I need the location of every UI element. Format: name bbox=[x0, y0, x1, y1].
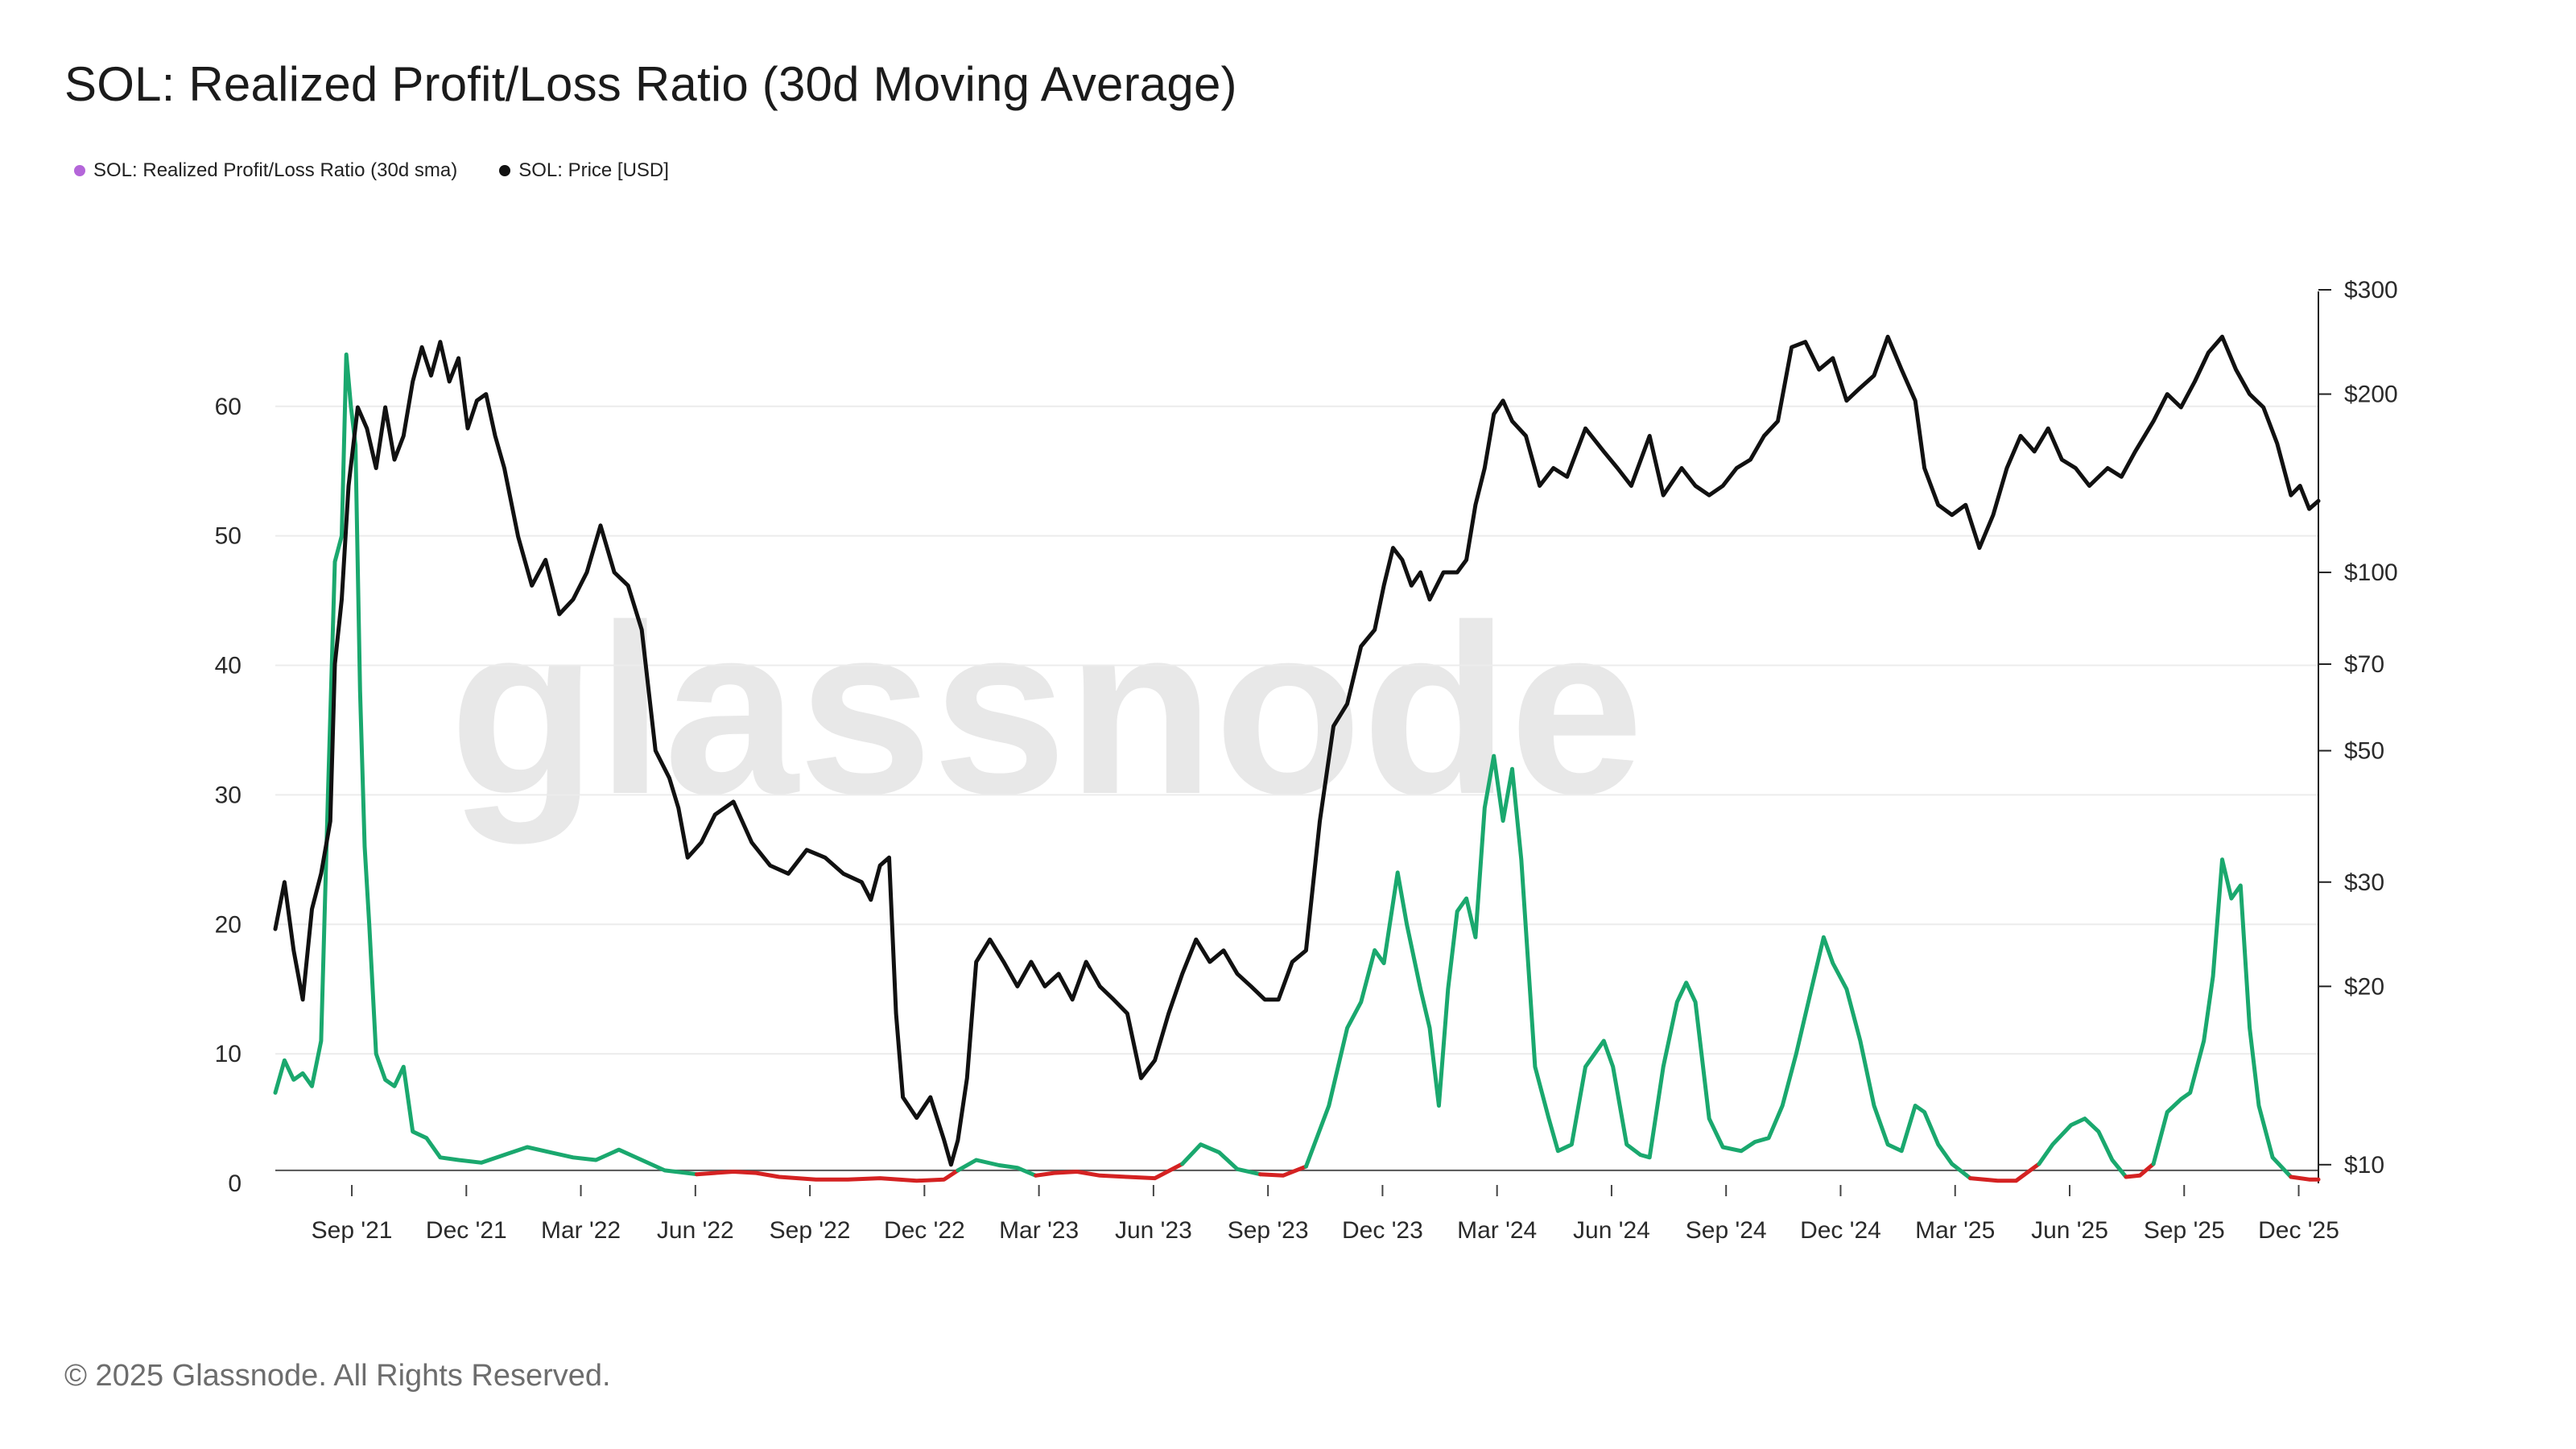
y-right-tick-30: $30 bbox=[2344, 869, 2384, 896]
legend-label-price: SOL: Price [USD] bbox=[518, 159, 669, 181]
x-tick-mar-22: Mar '22 bbox=[541, 1217, 621, 1244]
ratio-profit-segment-0 bbox=[273, 352, 699, 1177]
x-tick-sep-22: Sep '22 bbox=[770, 1217, 851, 1244]
x-tick-dec-24: Dec '24 bbox=[1800, 1217, 1881, 1244]
y-left-tick-40: 40 bbox=[215, 653, 242, 679]
y-left-tick-30: 30 bbox=[215, 782, 242, 808]
x-tick-jun-24: Jun '24 bbox=[1573, 1217, 1650, 1244]
x-tick-jun-22: Jun '22 bbox=[657, 1217, 734, 1244]
y-right-tick-50: $50 bbox=[2344, 738, 2384, 765]
series-layer bbox=[273, 334, 2321, 1183]
ratio-profit-segment-10 bbox=[2151, 857, 2293, 1179]
y-left-tick-50: 50 bbox=[215, 523, 242, 550]
ratio-profit-segment-8 bbox=[2037, 1117, 2128, 1179]
grid-layer bbox=[275, 405, 2318, 1171]
x-tick-jun-25: Jun '25 bbox=[2031, 1217, 2108, 1244]
glassnode-watermark: glassnode bbox=[449, 574, 1644, 846]
x-tick-mar-24: Mar '24 bbox=[1457, 1217, 1537, 1244]
legend-item-ratio[interactable]: SOL: Realized Profit/Loss Ratio (30d sma… bbox=[74, 159, 457, 182]
y-right-tick-70: $70 bbox=[2344, 651, 2384, 678]
y-left-tick-10: 10 bbox=[215, 1041, 242, 1067]
x-tick-mar-23: Mar '23 bbox=[999, 1217, 1079, 1244]
x-tick-dec-22: Dec '22 bbox=[884, 1217, 965, 1244]
legend-dot-price bbox=[499, 165, 511, 176]
ratio-loss-segment-11 bbox=[2289, 1174, 2321, 1182]
x-tick-jun-23: Jun '23 bbox=[1115, 1217, 1192, 1244]
x-tick-sep-21: Sep '21 bbox=[312, 1217, 393, 1244]
legend-label-ratio: SOL: Realized Profit/Loss Ratio (30d sma… bbox=[93, 159, 458, 181]
ratio-loss-segment-5 bbox=[1258, 1164, 1308, 1178]
legend: SOL: Realized Profit/Loss Ratio (30d sma… bbox=[74, 159, 669, 182]
y-right-tick-10: $10 bbox=[2344, 1152, 2384, 1179]
ratio-loss-segment-9 bbox=[2124, 1162, 2156, 1179]
x-tick-dec-23: Dec '23 bbox=[1342, 1217, 1423, 1244]
chart-title: SOL: Realized Profit/Loss Ratio (30d Mov… bbox=[64, 57, 1237, 111]
x-tick-dec-21: Dec '21 bbox=[426, 1217, 507, 1244]
y-right-tick-100: $100 bbox=[2344, 559, 2398, 586]
axis-layer: 0 10 20 30 40 50 60 $10 $20 $30 $50 $70 $100 $200 $300… bbox=[215, 277, 2398, 1244]
x-tick-sep-24: Sep '24 bbox=[1686, 1217, 1767, 1244]
y-right-tick-20: $20 bbox=[2344, 973, 2384, 1000]
x-tick-sep-23: Sep '23 bbox=[1228, 1217, 1309, 1244]
y-right-tick-200: $200 bbox=[2344, 382, 2398, 408]
x-tick-dec-25: Dec '25 bbox=[2258, 1217, 2339, 1244]
ratio-profit-segment-2 bbox=[956, 1158, 1038, 1178]
y-left-tick-20: 20 bbox=[215, 911, 242, 938]
ratio-loss-segment-7 bbox=[1968, 1162, 2041, 1183]
y-left-tick-60: 60 bbox=[215, 394, 242, 420]
ratio-loss-segment-3 bbox=[1034, 1162, 1185, 1181]
legend-item-price[interactable]: SOL: Price [USD] bbox=[499, 159, 669, 182]
x-tick-mar-25: Mar '25 bbox=[1915, 1217, 1995, 1244]
legend-dot-ratio bbox=[74, 165, 85, 176]
ratio-profit-segment-4 bbox=[1180, 1142, 1262, 1177]
y-left-tick-0: 0 bbox=[228, 1170, 242, 1197]
price-line bbox=[273, 334, 2321, 1167]
copyright-footer: © 2025 Glassnode. All Rights Reserved. bbox=[64, 1359, 611, 1393]
ratio-profit-segment-6 bbox=[1303, 753, 1972, 1181]
y-right-tick-300: $300 bbox=[2344, 277, 2398, 303]
x-tick-sep-25: Sep '25 bbox=[2144, 1217, 2225, 1244]
ratio-loss-segment-1 bbox=[695, 1168, 960, 1183]
